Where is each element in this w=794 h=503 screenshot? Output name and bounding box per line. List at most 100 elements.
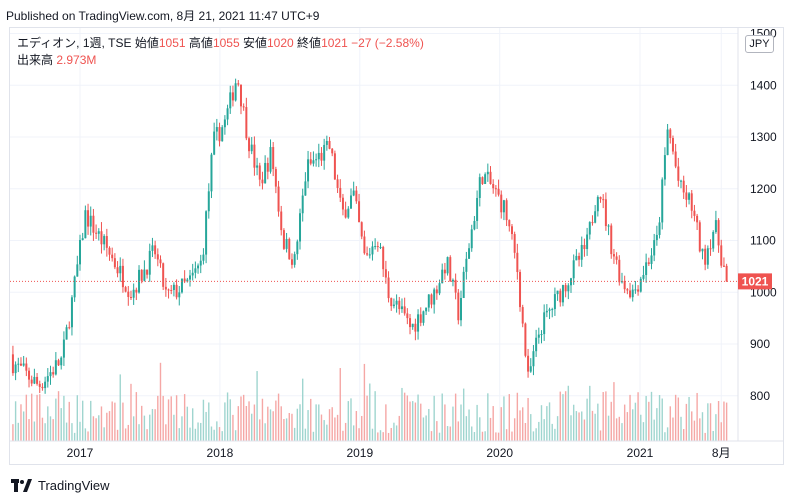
volume-bar (41, 417, 44, 441)
candle-body (124, 287, 127, 292)
volume-bar (205, 411, 207, 441)
candle-body (484, 174, 487, 184)
candle-body (79, 239, 81, 265)
volume-bar (25, 394, 28, 441)
volume-bar (583, 419, 586, 441)
volume-bar (285, 418, 288, 441)
candle-body (57, 360, 60, 366)
candle-body (266, 162, 269, 172)
tradingview-logo-icon (11, 479, 32, 492)
candle-body (151, 245, 154, 251)
volume-bar (100, 406, 103, 441)
volume-bar (132, 416, 135, 441)
candle-body (65, 327, 68, 340)
volume-bar (135, 392, 138, 441)
volume-bar (602, 392, 604, 441)
currency-badge[interactable]: JPY (745, 35, 774, 53)
candle-body (70, 297, 73, 328)
volume-bar (401, 387, 403, 441)
volume-bar (141, 405, 143, 441)
volume-bar (535, 428, 537, 441)
candle-body (645, 262, 648, 276)
low-label: 安値 (242, 36, 267, 50)
volume-bar (471, 426, 473, 441)
volume-bar (723, 401, 725, 441)
volume-bar (516, 392, 519, 441)
volume-bar (438, 432, 441, 441)
candle-body (701, 248, 704, 252)
volume-bar (57, 391, 60, 441)
candle-body (685, 192, 688, 200)
volume-bar (189, 427, 191, 441)
candle-body (696, 215, 699, 223)
candle-body (234, 83, 237, 101)
volume-bar (55, 398, 57, 441)
volume-bar (672, 417, 674, 441)
volume-bar (124, 428, 127, 441)
volume-bar (251, 413, 253, 441)
candle-body (258, 165, 261, 180)
candle-body (454, 279, 457, 293)
candle-body (299, 213, 302, 242)
volume-bar (138, 424, 140, 441)
volume-bar (92, 416, 95, 441)
candle-body (248, 138, 251, 152)
volume-bar (79, 421, 81, 441)
candle-body (301, 195, 304, 214)
volume-bar (197, 422, 199, 441)
volume-bar (449, 426, 451, 441)
close-value: 1021 (321, 36, 348, 50)
candle-body (81, 238, 84, 240)
candle-body (323, 144, 326, 161)
candle-body (422, 311, 425, 323)
footer-brand[interactable]: TradingView (11, 478, 110, 493)
volume-bar (425, 415, 427, 441)
volume-bar (570, 415, 572, 441)
volume-bar (623, 404, 626, 441)
volume-bar (661, 398, 663, 441)
last-price-badge (738, 273, 772, 290)
volume-bar (556, 416, 559, 441)
candle-body (596, 197, 599, 212)
volume-bar (436, 421, 438, 441)
candle-body (183, 278, 186, 282)
candle-body (143, 269, 146, 281)
volume-bar (312, 431, 315, 441)
volume-bar (677, 397, 680, 441)
candle-body (494, 188, 497, 190)
candle-body (36, 376, 39, 384)
volume-bar (594, 413, 596, 441)
candle-body (607, 225, 610, 227)
candle-body (626, 289, 629, 291)
candle-body (269, 147, 272, 172)
candle-body (154, 245, 157, 255)
low-value: 1020 (267, 36, 294, 50)
volume-bar (165, 424, 167, 441)
candle-body (583, 244, 586, 250)
y-tick-label: 1200 (750, 182, 777, 196)
volume-bar (151, 408, 154, 441)
candle-body (417, 314, 420, 332)
candle-body (591, 222, 594, 224)
candle-body (620, 281, 623, 283)
volume-bar (597, 403, 599, 441)
volume-bar (503, 396, 505, 441)
candle-body (406, 313, 409, 319)
candle-body (349, 195, 352, 209)
published-caption: Published on TradingView.com, 8月 21, 202… (6, 9, 320, 23)
candle-body (341, 197, 344, 210)
volume-bar (170, 396, 172, 441)
volume-bar (342, 430, 344, 441)
candle-body (105, 236, 108, 248)
volume-bar (406, 395, 409, 441)
candle-body (505, 200, 508, 221)
y-tick-label: 900 (750, 337, 770, 351)
volume-bar (191, 408, 194, 441)
volume-bar (339, 368, 341, 441)
candle-body (610, 225, 613, 255)
volume-bar (39, 394, 41, 441)
volume-bar (645, 395, 647, 441)
volume-bar (685, 403, 688, 441)
candle-body (709, 248, 712, 250)
